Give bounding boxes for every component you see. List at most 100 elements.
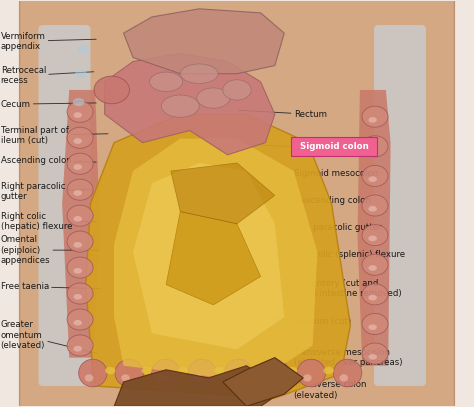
Text: Vermiform
appendix: Vermiform appendix <box>0 32 96 51</box>
Ellipse shape <box>67 283 93 304</box>
Ellipse shape <box>73 164 82 170</box>
Text: Transverse mesocolon
(elevated over pancreas): Transverse mesocolon (elevated over panc… <box>255 348 402 368</box>
Text: Sigmoid colon: Sigmoid colon <box>300 142 368 151</box>
Text: Free taenia: Free taenia <box>0 282 101 291</box>
Text: Transverse colon
(elevated): Transverse colon (elevated) <box>255 381 366 400</box>
Ellipse shape <box>368 206 377 212</box>
Ellipse shape <box>368 176 377 182</box>
Text: Cecum: Cecum <box>0 100 96 109</box>
Ellipse shape <box>152 359 180 387</box>
Ellipse shape <box>67 153 93 174</box>
Ellipse shape <box>77 45 89 53</box>
Ellipse shape <box>188 359 216 387</box>
Ellipse shape <box>368 354 377 360</box>
Ellipse shape <box>94 76 129 104</box>
Polygon shape <box>124 9 284 74</box>
FancyBboxPatch shape <box>374 25 426 386</box>
Ellipse shape <box>214 367 225 374</box>
Ellipse shape <box>67 179 93 200</box>
Ellipse shape <box>362 195 388 216</box>
Ellipse shape <box>73 216 82 222</box>
Polygon shape <box>62 90 100 358</box>
Polygon shape <box>114 366 284 406</box>
Ellipse shape <box>67 257 93 278</box>
Ellipse shape <box>339 374 348 382</box>
Polygon shape <box>171 163 275 224</box>
Text: Mesentery (cut and
small intestine removed): Mesentery (cut and small intestine remov… <box>255 279 401 298</box>
Ellipse shape <box>142 367 152 374</box>
Ellipse shape <box>67 231 93 252</box>
Polygon shape <box>114 139 318 382</box>
FancyBboxPatch shape <box>292 138 377 156</box>
Text: Right colic
(hepatic) flexure: Right colic (hepatic) flexure <box>0 212 96 232</box>
Ellipse shape <box>161 95 199 117</box>
Ellipse shape <box>287 367 298 374</box>
Ellipse shape <box>224 359 253 387</box>
Ellipse shape <box>67 309 93 330</box>
Ellipse shape <box>297 359 325 387</box>
Ellipse shape <box>362 165 388 186</box>
Ellipse shape <box>362 106 388 127</box>
Ellipse shape <box>73 242 82 248</box>
Ellipse shape <box>323 367 334 374</box>
Ellipse shape <box>75 70 87 78</box>
Ellipse shape <box>67 335 93 356</box>
FancyBboxPatch shape <box>19 0 455 407</box>
Text: Terminal part of
ileum (cut): Terminal part of ileum (cut) <box>0 126 108 145</box>
Ellipse shape <box>261 359 289 387</box>
Ellipse shape <box>368 295 377 300</box>
Ellipse shape <box>368 147 377 152</box>
Ellipse shape <box>368 236 377 241</box>
Ellipse shape <box>67 205 93 226</box>
Ellipse shape <box>73 346 82 352</box>
Ellipse shape <box>180 64 218 83</box>
Ellipse shape <box>362 313 388 335</box>
Ellipse shape <box>368 117 377 123</box>
Ellipse shape <box>178 367 188 374</box>
Ellipse shape <box>67 127 93 148</box>
Ellipse shape <box>105 367 116 374</box>
Polygon shape <box>357 90 391 366</box>
Text: Ascending colon: Ascending colon <box>0 156 96 165</box>
Text: Right paracolic
gutter: Right paracolic gutter <box>0 182 91 201</box>
FancyBboxPatch shape <box>38 25 91 386</box>
Text: Jejunum (cut): Jejunum (cut) <box>255 317 352 326</box>
Ellipse shape <box>230 374 239 382</box>
Text: Descending colon: Descending colon <box>255 196 371 205</box>
Polygon shape <box>133 163 284 350</box>
Ellipse shape <box>85 374 93 382</box>
Ellipse shape <box>73 112 82 118</box>
Ellipse shape <box>362 225 388 246</box>
Ellipse shape <box>362 343 388 364</box>
Ellipse shape <box>73 98 84 106</box>
Ellipse shape <box>79 359 107 387</box>
Ellipse shape <box>150 72 182 92</box>
Polygon shape <box>86 114 350 398</box>
Ellipse shape <box>368 324 377 330</box>
Ellipse shape <box>73 190 82 196</box>
Ellipse shape <box>251 367 261 374</box>
Ellipse shape <box>267 374 275 382</box>
Ellipse shape <box>368 265 377 271</box>
Ellipse shape <box>73 294 82 300</box>
Text: Left paracolic gutter: Left paracolic gutter <box>255 223 381 232</box>
Text: Sigmoid mesocolon: Sigmoid mesocolon <box>255 168 378 177</box>
Text: Omental
(epiploic)
appendices: Omental (epiploic) appendices <box>0 235 99 265</box>
Ellipse shape <box>197 88 230 108</box>
Ellipse shape <box>223 80 251 100</box>
Ellipse shape <box>115 359 144 387</box>
Ellipse shape <box>73 320 82 326</box>
Ellipse shape <box>303 374 312 382</box>
Ellipse shape <box>121 374 130 382</box>
Ellipse shape <box>362 254 388 275</box>
Ellipse shape <box>333 359 362 387</box>
Ellipse shape <box>73 268 82 274</box>
Ellipse shape <box>194 374 202 382</box>
Text: Rectum: Rectum <box>238 110 327 119</box>
Polygon shape <box>223 358 303 406</box>
Ellipse shape <box>67 101 93 123</box>
Text: Retrocecal
recess: Retrocecal recess <box>0 66 94 85</box>
Ellipse shape <box>362 284 388 305</box>
Polygon shape <box>166 212 261 305</box>
Polygon shape <box>105 53 275 155</box>
